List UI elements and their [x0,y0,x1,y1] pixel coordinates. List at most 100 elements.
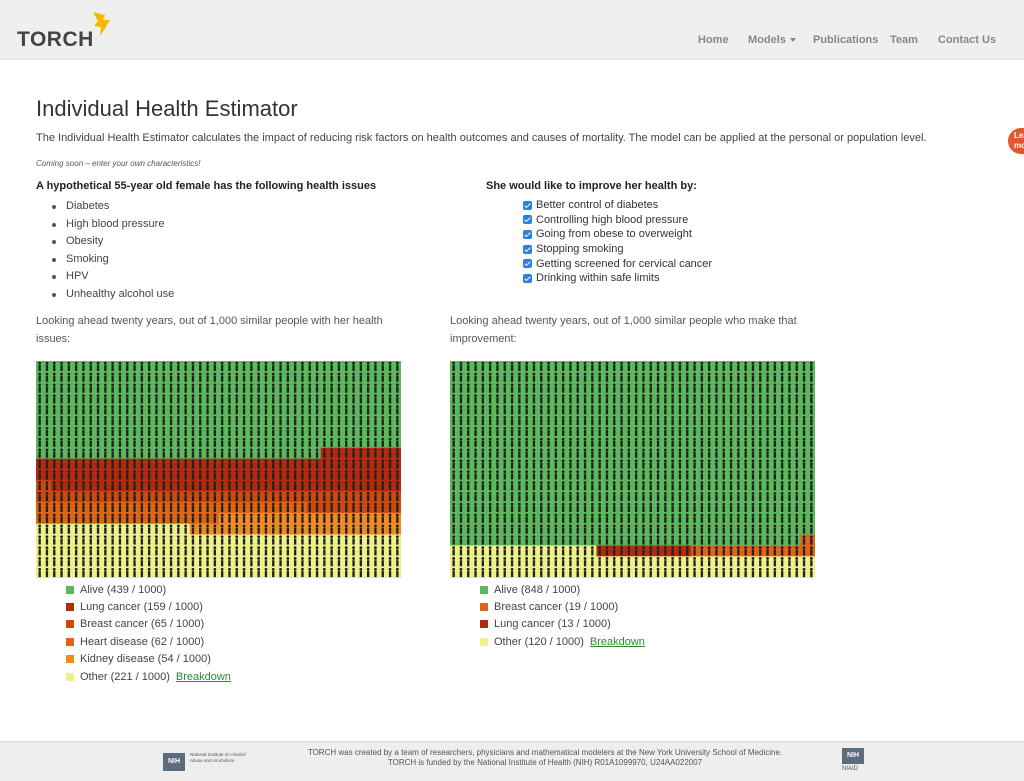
person-icon-body [199,571,202,578]
improvement-option[interactable]: Controlling high blood pressure [523,213,712,228]
person-cell-alive [313,404,322,416]
person-icon-head [206,459,209,463]
person-icon-head [722,372,726,376]
person-icon-body [352,386,355,393]
torch-logo[interactable]: TORCH [17,12,117,52]
improvement-option[interactable]: Getting screened for cervical cancer [523,256,712,271]
person-cell-alive [196,404,205,416]
person-icon-head [89,394,93,398]
person-icon-body [220,451,224,458]
checkbox-checked[interactable] [523,215,532,225]
person-icon-body [788,386,791,393]
person-cell-lung-cancer [371,480,380,492]
person-icon-body [184,538,187,545]
person-cell-alive [160,426,168,438]
person-icon-head [780,361,784,365]
person-cell-alive [123,426,132,438]
person-icon-head [213,448,217,452]
person-icon-head [191,361,195,365]
person-cell-alive [771,393,779,405]
nav-publications-link[interactable]: Publications [813,34,879,46]
person-icon-body [74,397,78,404]
person-icon-body [366,451,370,458]
person-icon-head [337,361,341,365]
checkbox-checked[interactable] [523,244,532,254]
person-cell-other [233,556,241,568]
person-icon-body [82,484,85,491]
person-icon-body [671,397,674,404]
person-icon-body [352,571,355,578]
improvement-option[interactable]: Stopping smoking [523,242,712,257]
person-cell-alive [189,382,197,394]
person-icon-head [213,394,217,398]
person-icon-body [374,430,377,437]
person-icon-head [301,546,304,550]
person-cell-alive [276,404,285,416]
person-icon-body [169,462,173,469]
person-icon-head [140,437,144,441]
person-icon-head [198,372,202,376]
person-icon-head [169,416,173,419]
improvement-option[interactable]: Drinking within safe limits [523,271,712,286]
person-icon-body [213,440,217,447]
person-icon-head [220,513,224,517]
person-icon-body [308,462,311,469]
person-icon-head [242,405,246,408]
person-icon-head [74,405,78,408]
person-cell-alive [101,371,110,384]
nav-contact-link[interactable]: Contact Us [938,34,997,46]
person-icon-body [104,516,107,523]
person-cell-other [320,545,329,557]
person-icon-body [293,516,297,523]
person-icon-head [242,437,246,441]
person-icon-body [345,473,348,480]
person-cell-other [247,534,256,546]
person-icon-head [693,394,696,398]
person-icon-head [67,372,71,376]
person-cell-lung-cancer [101,480,110,492]
person-icon-body [250,451,253,458]
person-icon-head [452,361,456,365]
person-cell-other [328,567,336,578]
person-icon-body [220,364,224,371]
person-cell-heart-disease [101,502,110,514]
checkbox-checked[interactable] [523,200,532,210]
person-icon-body [352,516,355,523]
person-cell-other [152,556,161,568]
person-icon-head [459,372,463,376]
person-cell-other [87,545,95,557]
person-cell-other [101,556,110,568]
improvement-option[interactable]: Better control of diabetes [523,198,712,213]
person-icon-head [133,437,136,441]
person-icon-head [678,405,682,408]
nav-team-link[interactable]: Team [890,34,918,46]
person-cell-alive [203,393,212,405]
checkbox-checked[interactable] [523,229,532,239]
person-cell-alive [328,393,336,405]
learn-more-badge[interactable]: Lea mo [1008,128,1024,154]
checkbox-checked[interactable] [523,259,532,269]
person-icon-head [663,394,667,398]
person-cell-heart-disease [189,502,197,514]
checkbox-checked[interactable] [523,273,532,283]
person-icon-head [257,405,261,408]
person-icon-head [374,416,377,419]
person-cell-lung-cancer [87,469,95,481]
person-cell-alive [800,393,809,405]
nav-models-dropdown[interactable]: Models [748,34,796,46]
person-cell-alive [225,371,234,384]
improvement-option[interactable]: Going from obese to overweight [523,227,712,242]
nav-home-link[interactable]: Home [698,34,729,46]
person-cell-other [57,534,66,546]
person-cell-other [218,556,227,568]
person-icon-head [103,383,107,387]
person-icon-body [177,484,180,491]
person-icon-body [38,516,41,523]
person-icon-head [169,502,173,506]
person-cell-alive [276,371,285,384]
person-icon-head [176,426,180,430]
person-icon-head [162,459,166,463]
person-icon-head [220,416,224,419]
person-cell-heart-disease [123,502,132,514]
person-icon-body [308,440,311,447]
